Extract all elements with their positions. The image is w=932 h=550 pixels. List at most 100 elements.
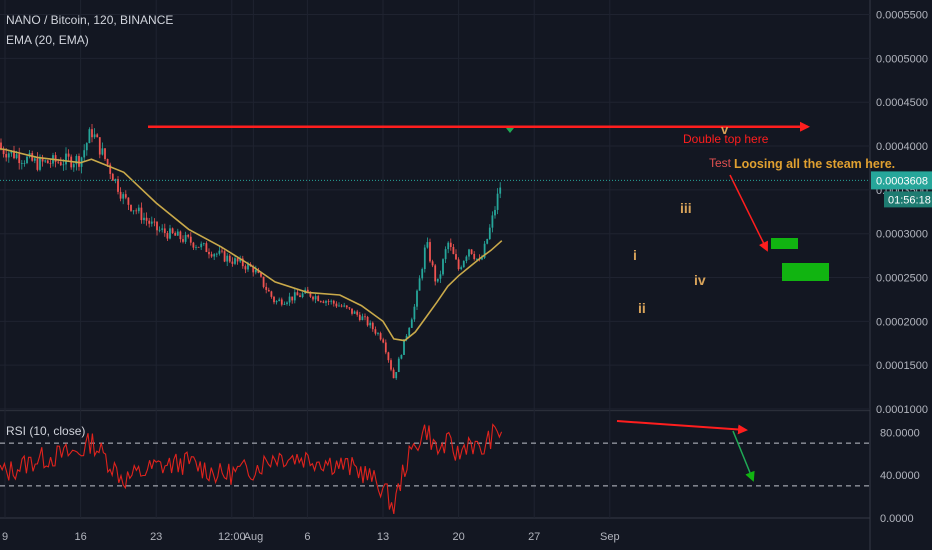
candle-body (405, 335, 408, 340)
candle-body (291, 296, 294, 301)
candle-body (117, 179, 119, 192)
candle-body (13, 150, 15, 159)
candle-body (340, 305, 343, 307)
candle-body (442, 259, 444, 275)
candle-body (208, 251, 210, 255)
candle-body (200, 243, 203, 248)
candle-body (452, 246, 455, 255)
candle-body (241, 258, 244, 267)
candle-body (468, 249, 470, 257)
candle-body (387, 352, 390, 361)
candle-body (377, 333, 379, 334)
candle-body (496, 193, 499, 210)
candle-body (119, 191, 122, 199)
price-tick-label: 0.0002000 (876, 316, 928, 328)
candle-body (312, 296, 314, 300)
candle-body (96, 134, 99, 138)
candle-body (416, 290, 418, 307)
current-price-tag (871, 171, 932, 190)
candle-body (192, 242, 195, 248)
candle-body (234, 258, 236, 264)
projection-arrow (729, 174, 768, 252)
candle-body (434, 265, 437, 282)
candle-body (457, 259, 460, 270)
candle-body (379, 333, 382, 340)
rsi-legend: RSI (10, close) (6, 424, 86, 438)
candle-body (49, 163, 52, 165)
time-tick-label: Aug (244, 531, 264, 543)
candle-body (408, 327, 411, 336)
candle-body (93, 134, 96, 138)
candle-body (470, 249, 473, 254)
candle-body (179, 231, 182, 240)
candle-body (148, 220, 151, 224)
candle-body (247, 264, 249, 270)
candle-body (156, 221, 158, 231)
candle-body (184, 234, 187, 242)
candle-body (366, 316, 369, 326)
candle-body (265, 286, 268, 290)
candle-body (26, 156, 28, 164)
candle-body (67, 153, 70, 157)
candle-body (20, 163, 23, 164)
candle-body (252, 266, 255, 273)
current-price-value: 0.0003608 (876, 175, 928, 187)
candle-body (403, 339, 405, 355)
candle-body (145, 217, 148, 221)
candle-body (260, 272, 262, 277)
double-top-label: Double top here (683, 132, 769, 146)
candle-body (410, 319, 413, 328)
candle-body (239, 258, 242, 262)
time-tick-label: 9 (2, 531, 8, 543)
time-tick-label: 23 (150, 531, 162, 543)
candle-body (7, 153, 10, 158)
candle-body (455, 254, 457, 260)
candle-body (187, 234, 190, 237)
alert-marker (506, 128, 514, 133)
candle-body (124, 194, 127, 198)
candle-body (163, 228, 166, 233)
candle-body (122, 194, 125, 199)
candle-body (166, 232, 169, 239)
candle-body (327, 301, 330, 302)
candle-body (85, 143, 88, 151)
candle-body (374, 329, 377, 334)
candle-body (158, 229, 161, 231)
candle-body (361, 316, 364, 321)
candle-body (483, 243, 486, 258)
price-tick-label: 0.0005000 (876, 53, 928, 65)
candle-body (270, 291, 273, 297)
candle-body (171, 228, 174, 233)
wave-iii-label: iii (680, 200, 692, 216)
price-tick-label: 0.0001000 (876, 404, 928, 416)
candle-body (426, 242, 429, 248)
candle-body (213, 254, 216, 257)
candle-body (106, 159, 109, 165)
candle-body (335, 303, 338, 307)
candle-body (494, 209, 496, 216)
axes: 0.0005500 0.0005000 0.0004500 0.0004000 0.00… (0, 10, 932, 543)
candle-body (153, 221, 156, 223)
price-tick-label: 0.0002500 (876, 273, 928, 285)
candle-body (314, 296, 317, 300)
candle-body (132, 210, 135, 212)
candle-body (0, 142, 2, 150)
candle-body (54, 155, 57, 162)
candle-body (88, 129, 91, 144)
time-tick-label: 20 (452, 531, 464, 543)
candle-body (267, 289, 270, 292)
candle-body (46, 160, 49, 164)
candle-body (18, 154, 21, 164)
time-tick-label: 16 (74, 531, 86, 543)
price-tick-label: 0.0005500 (876, 10, 928, 22)
candle-body (176, 231, 179, 236)
candle-body (244, 266, 247, 270)
candle-body (351, 308, 353, 314)
candle-body (358, 314, 361, 321)
price-tick-label: 0.0001500 (876, 360, 928, 372)
steam-label: Loosing all the steam here. (734, 157, 895, 171)
candle-body (423, 247, 426, 270)
candle-body (218, 250, 221, 254)
wave-iv-label: iv (694, 272, 706, 288)
